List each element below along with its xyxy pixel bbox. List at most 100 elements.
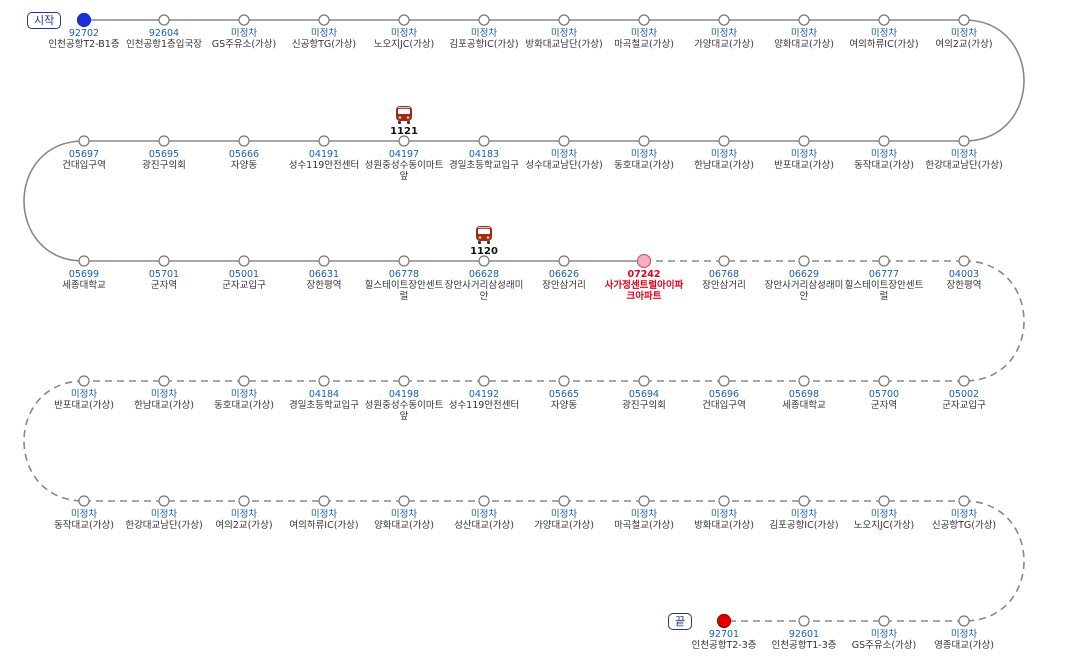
bus-marker[interactable]: 1120 <box>469 225 499 257</box>
stop-code: 미정차 <box>870 509 898 520</box>
stop-label[interactable]: 미정차 성수대교남단(가상) <box>524 149 604 171</box>
stop-dot <box>478 135 490 147</box>
stop-label[interactable]: 미정차 여의2교(가상) <box>204 509 284 531</box>
stop-dot <box>718 255 730 267</box>
stop-code: 04191 <box>308 149 340 160</box>
stop-name: 장안사거리삼성래미안 <box>764 280 844 302</box>
stop-label[interactable]: 05698 세종대학교 <box>764 389 844 411</box>
stop-label[interactable]: 05002 군자교입구 <box>924 389 1004 411</box>
stop-label[interactable]: 05001 군자교입구 <box>204 269 284 291</box>
stop-dot <box>478 255 490 267</box>
stop-code: 미정차 <box>70 509 98 520</box>
stop-label[interactable]: 미정차 가양대교(가상) <box>684 28 764 50</box>
stop-label[interactable]: 미정차 동작대교(가상) <box>44 509 124 531</box>
stop-label[interactable]: 미정차 한강대교남단(가상) <box>124 509 204 531</box>
stop-label[interactable]: 미정차 동호대교(가상) <box>604 149 684 171</box>
stop-dot <box>318 135 330 147</box>
stop-code: 92601 <box>788 629 820 640</box>
stop-label[interactable]: 06768 장안삼거리 <box>684 269 764 291</box>
stop-label[interactable]: 미정차 방화대교(가상) <box>684 509 764 531</box>
stop-label[interactable]: 미정차 반포대교(가상) <box>44 389 124 411</box>
stop-label[interactable]: 미정차 양화대교(가상) <box>364 509 444 531</box>
stop-label[interactable]: 05701 군자역 <box>124 269 204 291</box>
stop-label[interactable]: 미정차 방화대교남단(가상) <box>524 28 604 50</box>
stop-code: 미정차 <box>790 149 818 160</box>
stop-code: 미정차 <box>630 149 658 160</box>
stop-label[interactable]: 미정차 GS주유소(가상) <box>844 629 924 651</box>
stop-label[interactable]: 미정차 성산대교(가상) <box>444 509 524 531</box>
stop-label[interactable]: 06629 장안사거리삼성래미안 <box>764 269 844 302</box>
stop-label[interactable]: 미정차 한남대교(가상) <box>124 389 204 411</box>
route-turn-3 <box>963 260 1025 382</box>
stop-label[interactable]: 06778 힐스테이트장안센트럴 <box>364 269 444 302</box>
stop-dot <box>638 495 650 507</box>
stop-label[interactable]: 미정차 양화대교(가상) <box>764 28 844 50</box>
stop-label[interactable]: 미정차 신공항TG(가상) <box>284 28 364 50</box>
stop-code: 04198 <box>388 389 420 400</box>
stop-label[interactable]: 미정차 반포대교(가상) <box>764 149 844 171</box>
stop-label[interactable]: 04184 경일초등학교입구 <box>284 389 364 411</box>
stop-label[interactable]: 미정차 동호대교(가상) <box>204 389 284 411</box>
route-turn-4 <box>23 380 85 502</box>
stop-label[interactable]: 미정차 여의2교(가상) <box>924 28 1004 50</box>
stop-label[interactable]: 92601 인천공항T1-3층 <box>764 629 844 651</box>
stop-label[interactable]: 04197 성원중성수동이마트앞 <box>364 149 444 182</box>
stop-label[interactable]: 미정차 노오지JC(가상) <box>364 28 444 50</box>
stop-label[interactable]: 미정차 가양대교(가상) <box>524 509 604 531</box>
stop-label[interactable]: 06631 장한평역 <box>284 269 364 291</box>
stop-code: 미정차 <box>390 509 418 520</box>
stop-label[interactable]: 05665 자양동 <box>524 389 604 411</box>
stop-label[interactable]: 미정차 김포공항IC(가상) <box>444 28 524 50</box>
stop-label[interactable]: 05694 광진구의회 <box>604 389 684 411</box>
stop-code: 05697 <box>68 149 100 160</box>
stop-label[interactable]: 05699 세종대학교 <box>44 269 124 291</box>
stop-label[interactable]: 미정차 마곡철교(가상) <box>604 509 684 531</box>
stop-name: 장안삼거리 <box>702 280 746 291</box>
stop-name: 군자역 <box>870 400 898 411</box>
stop-label[interactable]: 미정차 동작대교(가상) <box>844 149 924 171</box>
route-turn-2 <box>23 140 85 262</box>
stop-label[interactable]: 04191 성수119안전센터 <box>284 149 364 171</box>
bus-marker[interactable]: 1121 <box>389 105 419 137</box>
stop-dot <box>558 14 570 26</box>
stop-label[interactable]: 07242 사가정센트럴아이파크아파트 <box>604 269 684 302</box>
stop-label[interactable]: 미정차 신공항TG(가상) <box>924 509 1004 531</box>
stop-name: 한남대교(가상) <box>134 400 194 411</box>
stop-label[interactable]: 92702 인천공항T2-B1층 <box>44 28 124 50</box>
stop-label[interactable]: 06626 장안삼거리 <box>524 269 604 291</box>
stop-label[interactable]: 06777 힐스테이트장안센트럴 <box>844 269 924 302</box>
stop-label[interactable]: 미정차 GS주유소(가상) <box>204 28 284 50</box>
stop-dot <box>958 375 970 387</box>
stop-label[interactable]: 05695 광진구의회 <box>124 149 204 171</box>
stop-label[interactable]: 미정차 한남대교(가상) <box>684 149 764 171</box>
stop-label[interactable]: 미정차 김포공항IC(가상) <box>764 509 844 531</box>
stop-name: 성수대교남단(가상) <box>525 160 603 171</box>
stop-label[interactable]: 미정차 영종대교(가상) <box>924 629 1004 651</box>
stop-label[interactable]: 92701 인천공항T2-3층 <box>684 629 764 651</box>
stop-label[interactable]: 92604 인천공항1층입국장 <box>124 28 204 50</box>
stop-label[interactable]: 04003 장한평역 <box>924 269 1004 291</box>
stop-label[interactable]: 05700 군자역 <box>844 389 924 411</box>
stop-label[interactable]: 미정차 한강대교남단(가상) <box>924 149 1004 171</box>
stop-name: 장한평역 <box>306 280 342 291</box>
stop-label[interactable]: 05696 건대입구역 <box>684 389 764 411</box>
stop-label[interactable]: 미정차 마곡철교(가상) <box>604 28 684 50</box>
stop-name: 건대입구역 <box>62 160 106 171</box>
stop-label[interactable]: 미정차 노오지JC(가상) <box>844 509 924 531</box>
stop-label[interactable]: 04183 경일초등학교입구 <box>444 149 524 171</box>
stop-code: 06629 <box>788 269 820 280</box>
stop-label[interactable]: 04198 성원중성수동이마트앞 <box>364 389 444 422</box>
stop-name: 한남대교(가상) <box>694 160 754 171</box>
stop-label[interactable]: 05666 자양동 <box>204 149 284 171</box>
current-stop-dot <box>636 253 652 269</box>
stop-label[interactable]: 미정차 여의하류IC(가상) <box>844 28 924 50</box>
stop-dot <box>398 495 410 507</box>
stop-label[interactable]: 미정차 여의하류IC(가상) <box>284 509 364 531</box>
stop-code: 미정차 <box>710 509 738 520</box>
stop-label[interactable]: 04192 성수119안전센터 <box>444 389 524 411</box>
stop-code: 미정차 <box>710 149 738 160</box>
stop-label[interactable]: 05697 건대입구역 <box>44 149 124 171</box>
stop-code: 07242 <box>627 269 661 280</box>
stop-label[interactable]: 06628 장안사거리삼성래미안 <box>444 269 524 302</box>
stop-dot <box>478 375 490 387</box>
